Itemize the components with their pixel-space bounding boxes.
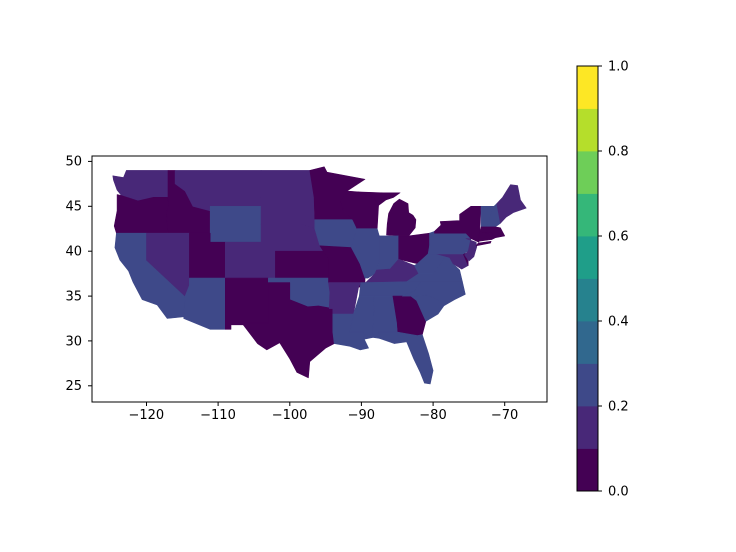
state-region-nh xyxy=(486,203,501,228)
state-region-pa xyxy=(429,231,472,255)
axes-frame xyxy=(91,155,548,403)
state-region-fl xyxy=(378,331,434,385)
colorbar-band xyxy=(577,193,598,237)
colorbar-band xyxy=(577,363,598,407)
state-region-wy xyxy=(209,206,262,243)
colorbar-tick-label: 1.0 xyxy=(608,60,629,75)
colorbar-band xyxy=(577,321,598,364)
state-region-ri xyxy=(491,232,496,240)
colorbar-band xyxy=(577,108,598,152)
state-region-ms xyxy=(349,295,375,340)
colorbar-tick-label: 0.8 xyxy=(608,145,629,160)
colorbar-tick-label: 0.0 xyxy=(608,485,629,500)
y-tick-marks xyxy=(88,160,92,387)
x-axis: −120 −110 −100 −90 −80 −70 xyxy=(128,402,518,423)
colorbar-tick-marks xyxy=(598,65,602,492)
state-region-ks xyxy=(275,250,329,279)
y-tick-label: 50 xyxy=(65,155,82,170)
y-tick-label: 45 xyxy=(65,200,82,215)
x-tick-label: −110 xyxy=(200,408,236,423)
colorbar-band xyxy=(577,151,598,194)
state-region-co xyxy=(225,241,276,279)
colorbar-band xyxy=(577,66,598,109)
x-tick-marks xyxy=(146,402,506,406)
y-tick-label: 35 xyxy=(65,289,82,304)
colorbar-band xyxy=(577,448,598,492)
state-regions xyxy=(112,166,527,385)
x-tick-label: −120 xyxy=(128,408,164,423)
state-region-nj xyxy=(464,238,478,262)
y-tick-label: 40 xyxy=(65,245,82,260)
y-axis: 25 30 35 40 45 50 xyxy=(65,155,92,394)
state-region-ia xyxy=(314,219,358,248)
x-tick-label: −100 xyxy=(272,408,308,423)
colorbar-band xyxy=(577,278,598,322)
colorbar-frame xyxy=(576,65,599,492)
colorbar: 0.0 0.2 0.4 0.6 0.8 1.0 xyxy=(576,60,629,500)
state-region-il xyxy=(351,228,380,279)
colorbar-band xyxy=(577,406,598,449)
colorbar-tick-label: 0.2 xyxy=(608,400,629,415)
state-region-or xyxy=(113,194,169,234)
state-region-tx xyxy=(242,282,335,379)
state-region-ct xyxy=(477,232,493,242)
y-tick-label: 30 xyxy=(65,334,82,349)
state-region-nd xyxy=(260,170,315,198)
state-region-nc xyxy=(401,281,466,307)
state-region-nm xyxy=(225,277,269,330)
state-region-li xyxy=(475,241,492,247)
x-tick-label: −80 xyxy=(419,408,446,423)
x-tick-label: −70 xyxy=(491,408,518,423)
colorbar-band xyxy=(577,236,598,279)
colorbar-bands xyxy=(577,66,598,492)
colorbar-tick-label: 0.6 xyxy=(608,230,629,245)
x-tick-label: −90 xyxy=(348,408,375,423)
state-region-mi_up xyxy=(358,191,401,206)
map-axes: −120 −110 −100 −90 −80 −70 25 30 35 40 4… xyxy=(65,155,548,423)
state-region-az xyxy=(183,277,226,330)
state-region-mi xyxy=(386,198,417,237)
state-region-me xyxy=(496,184,527,224)
y-tick-label: 25 xyxy=(65,379,82,394)
colorbar-tick-label: 0.4 xyxy=(608,315,629,330)
state-region-ny xyxy=(434,206,482,243)
